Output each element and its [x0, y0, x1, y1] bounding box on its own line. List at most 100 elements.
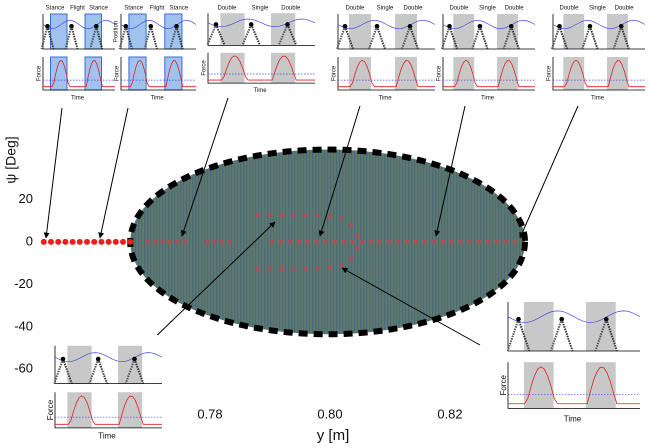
point	[306, 240, 310, 244]
point	[349, 257, 353, 261]
force-label: Force	[547, 65, 553, 81]
point	[127, 239, 133, 245]
point	[316, 266, 320, 270]
point	[378, 240, 382, 244]
point	[468, 240, 472, 244]
body	[343, 24, 348, 29]
point	[342, 240, 346, 244]
point	[297, 240, 301, 244]
point	[495, 240, 499, 244]
phase-label: Single	[479, 6, 496, 12]
arrow	[100, 108, 128, 238]
point	[504, 240, 508, 244]
phase-shade	[67, 346, 91, 384]
y-axis-label: ψ [Deg]	[3, 136, 19, 183]
phase-shade	[563, 14, 584, 49]
body	[45, 24, 50, 29]
point	[423, 240, 427, 244]
body	[174, 24, 179, 29]
body	[94, 24, 99, 29]
point	[387, 240, 391, 244]
point	[146, 240, 150, 244]
body	[214, 22, 219, 27]
body	[559, 317, 564, 322]
body	[124, 24, 129, 29]
time-label: Time	[98, 432, 116, 441]
phase-label: Double	[217, 6, 237, 12]
x-axis-label: y [m]	[317, 427, 350, 444]
y-tick-label: 0	[26, 233, 33, 248]
phase-shade	[395, 14, 417, 49]
body	[249, 22, 254, 27]
time-label: Time	[591, 96, 605, 102]
phase-label: Stance	[89, 6, 108, 12]
phase-label: Single	[377, 6, 394, 12]
point	[70, 239, 76, 245]
body	[509, 24, 514, 29]
phase-label: Double	[615, 6, 635, 12]
body	[69, 24, 74, 29]
point	[340, 263, 344, 267]
point	[304, 213, 308, 217]
point	[270, 240, 274, 244]
time-label: Time	[71, 96, 85, 102]
point	[84, 239, 90, 245]
point	[256, 267, 260, 271]
point	[48, 239, 54, 245]
body	[604, 317, 609, 322]
force-label: Force	[499, 375, 508, 396]
phase-shade	[607, 14, 628, 49]
x-tick-label: 0.82	[437, 406, 462, 421]
body	[408, 24, 413, 29]
point	[316, 213, 320, 217]
phase-label: Stance	[46, 6, 65, 12]
point	[432, 240, 436, 244]
point	[175, 240, 179, 244]
phase-label: Single	[589, 6, 606, 12]
phase-label: Double	[449, 6, 469, 12]
point	[328, 265, 332, 269]
point	[106, 239, 112, 245]
point	[369, 240, 373, 244]
phase-shade	[271, 13, 295, 45]
body	[148, 24, 153, 29]
force-label: Force	[115, 65, 121, 81]
time-label: Time	[253, 88, 267, 94]
point	[280, 267, 284, 271]
point	[41, 239, 47, 245]
body	[96, 357, 101, 362]
point	[405, 240, 409, 244]
time-label: Time	[481, 96, 495, 102]
body	[285, 22, 290, 27]
point	[161, 240, 165, 244]
point	[256, 213, 260, 217]
point	[205, 240, 209, 244]
time-label: Time	[150, 96, 164, 102]
point	[91, 239, 97, 245]
arrow	[520, 106, 578, 238]
phase-label: Single	[252, 6, 269, 12]
phase-shade	[453, 14, 474, 49]
force-label: Force	[437, 65, 443, 81]
position-label: Position	[114, 21, 120, 42]
point	[351, 240, 355, 244]
phase-shade	[118, 346, 142, 384]
phase-shade	[165, 14, 182, 49]
point	[340, 217, 344, 221]
phase-shade	[524, 302, 554, 351]
point	[279, 240, 283, 244]
point	[355, 234, 359, 238]
force-label: Force	[202, 60, 208, 76]
force-label: Force	[37, 65, 43, 81]
point	[333, 240, 337, 244]
body	[132, 357, 137, 362]
point	[153, 240, 157, 244]
body	[619, 24, 624, 29]
phase-shade	[85, 14, 102, 49]
y-tick-label: -60	[14, 361, 33, 376]
inset: DoubleSingleDoubleForceTime	[547, 4, 645, 104]
point	[396, 240, 400, 244]
inset: ForceTime	[46, 335, 162, 443]
